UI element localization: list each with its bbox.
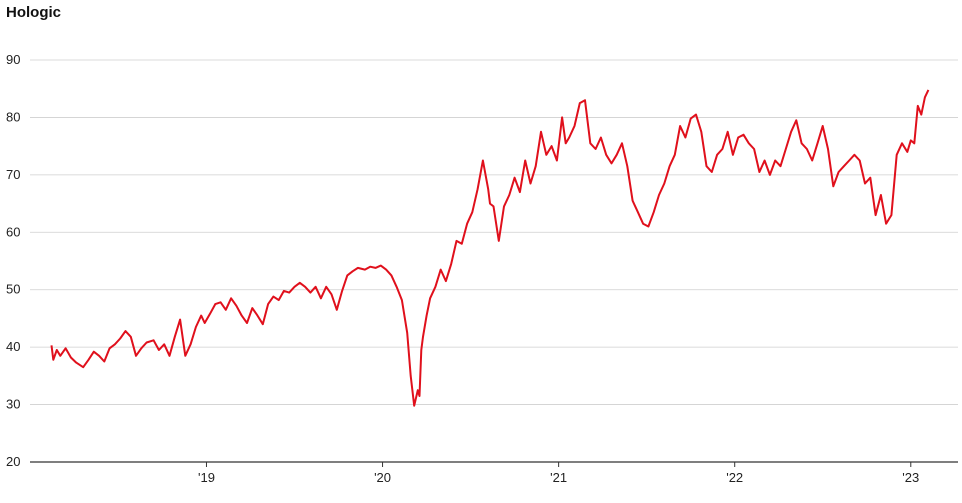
chart-title: Hologic [6,4,61,21]
x-tick-label: '23 [902,470,919,485]
x-tick-label: '21 [550,470,567,485]
y-tick-label: 90 [6,52,20,67]
y-tick-label: 70 [6,167,20,182]
x-tick-label: '20 [374,470,391,485]
y-tick-label: 30 [6,397,20,412]
y-tick-label: 40 [6,339,20,354]
x-tick-label: '19 [198,470,215,485]
y-tick-label: 80 [6,109,20,124]
x-tick-label: '22 [726,470,743,485]
y-tick-label: 50 [6,282,20,297]
y-tick-label: 20 [6,454,20,469]
series-line [50,89,930,407]
y-tick-label: 60 [6,224,20,239]
